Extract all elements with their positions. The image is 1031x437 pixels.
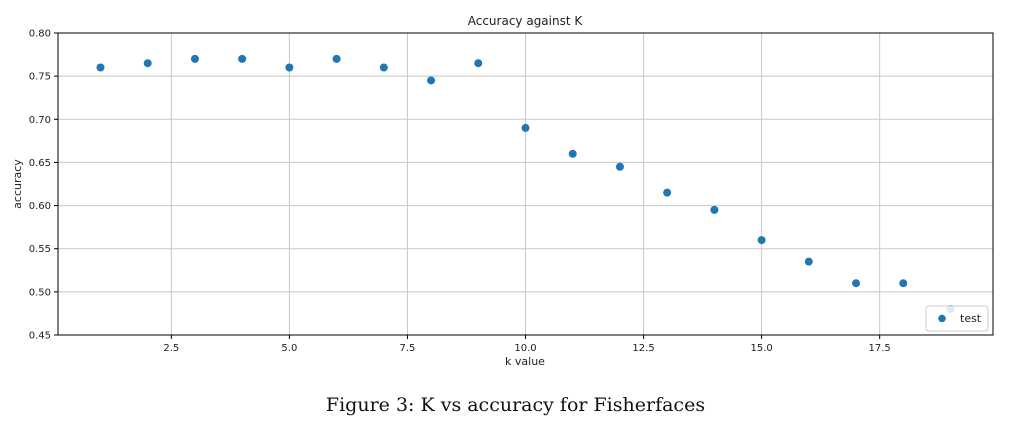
- data-point: [143, 59, 152, 68]
- data-point: [190, 54, 199, 63]
- y-tick-label: 0.80: [29, 29, 51, 40]
- y-tick-label: 0.70: [29, 115, 51, 126]
- data-point: [568, 149, 577, 158]
- data-point: [521, 123, 530, 132]
- data-point: [427, 76, 436, 85]
- data-point: [379, 63, 388, 72]
- data-point: [474, 59, 483, 68]
- data-point: [757, 236, 766, 245]
- legend-marker: [938, 314, 946, 323]
- data-points: [96, 54, 955, 314]
- y-tick-label: 0.50: [29, 287, 51, 298]
- chart-title: Accuracy against K: [468, 14, 584, 28]
- data-point: [238, 54, 247, 63]
- figure-caption: Figure 3: K vs accuracy for Fisherfaces: [325, 394, 706, 416]
- x-tick-label: 5.0: [281, 343, 297, 354]
- data-point: [615, 162, 624, 171]
- scatter-chart: 2.5 5.0 7.5 10.0 12.5 15.0 17.5 0.450.500.550.…: [11, 14, 994, 368]
- x-axis-ticks: 2.5 5.0 7.5 10.0 12.5 15.0 17.5: [163, 335, 891, 354]
- y-tick-label: 0.60: [29, 201, 51, 212]
- data-point: [899, 279, 908, 288]
- legend-box: [925, 305, 989, 332]
- y-tick-label: 0.55: [29, 244, 51, 255]
- legend-entry-test: test: [960, 312, 982, 325]
- y-tick-label: 0.45: [29, 331, 51, 342]
- x-tick-label: 17.5: [869, 343, 891, 354]
- data-point: [710, 205, 719, 214]
- legend: test: [925, 305, 989, 332]
- x-tick-label: 12.5: [632, 343, 654, 354]
- x-tick-label: 15.0: [750, 343, 772, 354]
- y-tick-label: 0.75: [29, 72, 51, 83]
- x-tick-label: 10.0: [514, 343, 536, 354]
- x-tick-label: 2.5: [163, 343, 179, 354]
- data-point: [96, 63, 105, 72]
- y-axis-ticks: 0.45 0.50 0.55 0.60 0.65 0.70 0.75 0.80: [29, 29, 58, 342]
- data-point: [285, 63, 294, 72]
- x-axis-label: k value: [505, 355, 545, 368]
- data-point: [804, 257, 813, 266]
- data-point: [852, 279, 861, 288]
- data-point: [332, 54, 341, 63]
- y-axis-label: accuracy: [11, 159, 24, 209]
- y-tick-label: 0.65: [29, 158, 51, 169]
- x-tick-label: 7.5: [399, 343, 415, 354]
- data-point: [663, 188, 672, 197]
